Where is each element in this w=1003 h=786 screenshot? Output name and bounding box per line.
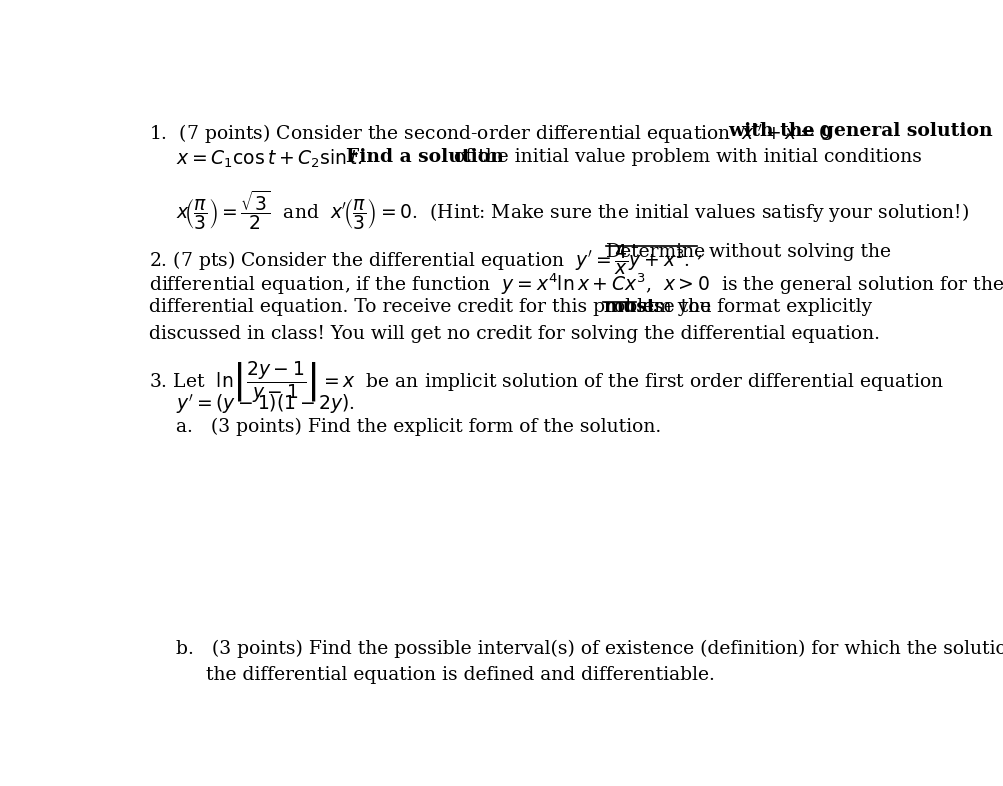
Text: of the initial value problem with initial conditions: of the initial value problem with initia… [448,148,922,166]
Text: Find a solution: Find a solution [345,148,504,166]
Text: Determine: Determine [605,243,705,261]
Text: the differential equation is defined and differentiable.: the differential equation is defined and… [206,667,714,685]
Text: 3. Let  $\ln\!\left|\dfrac{2y-1}{y-1}\right|=x$  be an implicit solution of the : 3. Let $\ln\!\left|\dfrac{2y-1}{y-1}\rig… [148,359,943,406]
Text: 2. (7 pts) Consider the differential equation  $y'=\dfrac{4}{x}y+x^3$.: 2. (7 pts) Consider the differential equ… [148,243,697,277]
Text: $y'=(y-1)(1-2y)$.: $y'=(y-1)(1-2y)$. [176,392,355,416]
Text: differential equation, if the function  $y=x^4\ln x+Cx^3$,  $x>0$  is the genera: differential equation, if the function $… [148,272,1003,297]
Text: $x\!\left(\dfrac{\pi}{3}\right)=\dfrac{\sqrt{3}}{2}$  and  $x'\!\left(\dfrac{\pi: $x\!\left(\dfrac{\pi}{3}\right)=\dfrac{\… [176,188,968,232]
Text: discussed in class! You will get no credit for solving the differential equation: discussed in class! You will get no cred… [148,325,879,343]
Text: b.   (3 points) Find the possible interval(s) of existence (definition) for whic: b. (3 points) Find the possible interval… [176,641,1003,659]
Text: , without solving the: , without solving the [697,243,891,261]
Text: a.   (3 points) Find the explicit form of the solution.: a. (3 points) Find the explicit form of … [176,417,661,435]
Text: must: must [603,298,655,316]
Text: with the general solution: with the general solution [728,122,992,140]
Text: differential equation. To receive credit for this problem you: differential equation. To receive credit… [148,298,717,316]
Text: use the format explicitly: use the format explicitly [635,298,872,316]
Text: 1.  (7 points) Consider the second-order differential equation  $x''+x=0$: 1. (7 points) Consider the second-order … [148,122,838,145]
Text: $x=C_1\cos t+C_2\sin t$.: $x=C_1\cos t+C_2\sin t$. [176,148,364,170]
